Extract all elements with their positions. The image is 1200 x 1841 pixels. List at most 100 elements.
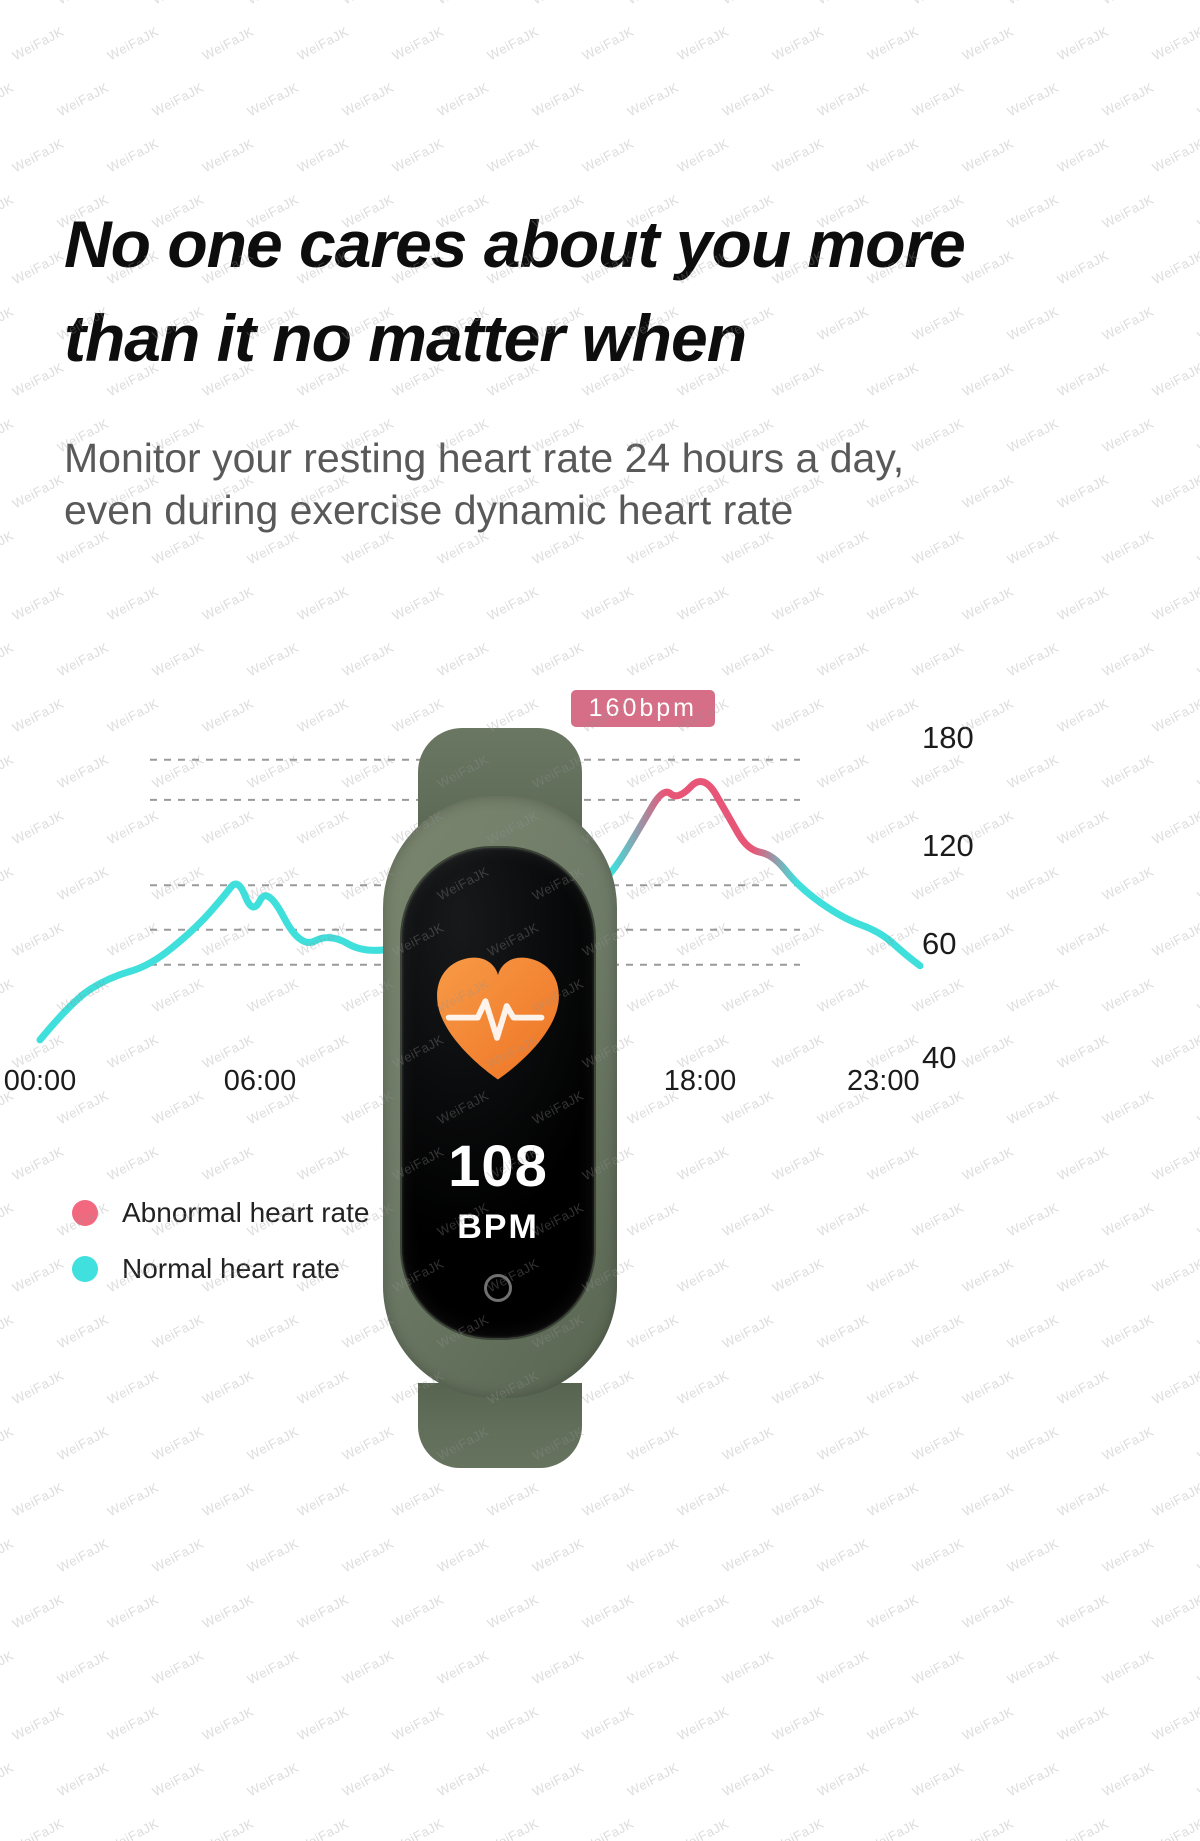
watermark-text: WeiFaJK <box>1099 79 1157 120</box>
watermark-text: WeiFaJK <box>1194 1423 1200 1464</box>
legend-label-abnormal: Abnormal heart rate <box>122 1197 370 1228</box>
watermark-text: WeiFaJK <box>199 23 257 64</box>
watermark-text: WeiFaJK <box>1054 919 1112 960</box>
watermark-text: WeiFaJK <box>814 1759 872 1800</box>
watermark-text: WeiFaJK <box>9 135 67 176</box>
watermark-text: WeiFaJK <box>244 639 302 680</box>
watermark-text: WeiFaJK <box>674 1815 732 1841</box>
watermark-text: WeiFaJK <box>9 1143 67 1184</box>
bpm-unit: BPM <box>457 1208 539 1246</box>
watermark-text: WeiFaJK <box>9 1591 67 1632</box>
watermark-text: WeiFaJK <box>814 1535 872 1576</box>
watermark-text: WeiFaJK <box>149 1535 207 1576</box>
watermark-text: WeiFaJK <box>1004 1087 1062 1128</box>
watermark-text: WeiFaJK <box>910 0 966 7</box>
watermark-text: WeiFaJK <box>9 1255 67 1296</box>
watermark-text: WeiFaJK <box>719 1759 777 1800</box>
watermark-text: WeiFaJK <box>149 1311 207 1352</box>
watermark-text: WeiFaJK <box>959 135 1017 176</box>
watermark-text: WeiFaJK <box>909 1423 967 1464</box>
watermark-text: WeiFaJK <box>864 135 922 176</box>
watermark-text: WeiFaJK <box>1194 1087 1200 1128</box>
headline-line-1: No one cares about you more <box>64 207 966 281</box>
watermark-text: WeiFaJK <box>719 639 777 680</box>
watermark-text: WeiFaJK <box>529 1535 587 1576</box>
watermark-text: WeiFaJK <box>959 1255 1017 1296</box>
peak-annotation: 160bpm <box>570 690 716 727</box>
watermark-text: WeiFaJK <box>1054 695 1112 736</box>
watermark-text: WeiFaJK <box>0 0 16 7</box>
watermark-text: WeiFaJK <box>814 1647 872 1688</box>
watermark-text: WeiFaJK <box>719 79 777 120</box>
watermark-text: WeiFaJK <box>434 1647 492 1688</box>
watermark-text: WeiFaJK <box>1149 1143 1200 1184</box>
watermark-text: WeiFaJK <box>1100 0 1156 7</box>
watermark-text: WeiFaJK <box>959 23 1017 64</box>
watermark-text: WeiFaJK <box>624 1535 682 1576</box>
watermark-text: WeiFaJK <box>769 1815 827 1841</box>
watermark-text: WeiFaJK <box>1054 1031 1112 1072</box>
watermark-text: WeiFaJK <box>1194 751 1200 792</box>
heart-icon <box>437 957 559 1080</box>
watermark-text: WeiFaJK <box>9 359 67 400</box>
watermark-text: WeiFaJK <box>1149 1031 1200 1072</box>
watermark-text: WeiFaJK <box>674 135 732 176</box>
watermark-text: WeiFaJK <box>529 1647 587 1688</box>
watermark-text: WeiFaJK <box>434 1535 492 1576</box>
watermark-text: WeiFaJK <box>244 1535 302 1576</box>
watermark-text: WeiFaJK <box>389 1591 447 1632</box>
watermark-text: WeiFaJK <box>1099 1423 1157 1464</box>
watermark-text: WeiFaJK <box>9 247 67 288</box>
watermark-text: WeiFaJK <box>1054 471 1112 512</box>
watermark-text: WeiFaJK <box>909 1199 967 1240</box>
watermark-text: WeiFaJK <box>909 527 967 568</box>
watermark-text: WeiFaJK <box>959 1591 1017 1632</box>
watermark-text: WeiFaJK <box>1099 1311 1157 1352</box>
watermark-text: WeiFaJK <box>199 1143 257 1184</box>
watermark-text: WeiFaJK <box>1054 135 1112 176</box>
watermark-text: WeiFaJK <box>1054 1703 1112 1744</box>
watermark-text: WeiFaJK <box>1004 1759 1062 1800</box>
watermark-text: WeiFaJK <box>1194 415 1200 456</box>
subheadline-line-1: Monitor your resting heart rate 24 hours… <box>64 435 905 481</box>
watermark-text: WeiFaJK <box>484 1703 542 1744</box>
watermark-text: WeiFaJK <box>0 1199 17 1240</box>
watermark-text: WeiFaJK <box>339 79 397 120</box>
watermark-text: WeiFaJK <box>389 1703 447 1744</box>
watermark-text: WeiFaJK <box>579 23 637 64</box>
watermark-text: WeiFaJK <box>1004 191 1062 232</box>
watermark-text: WeiFaJK <box>719 1535 777 1576</box>
watermark-text: WeiFaJK <box>1149 23 1200 64</box>
watermark-text: WeiFaJK <box>1194 639 1200 680</box>
watermark-text: WeiFaJK <box>1149 247 1200 288</box>
subheadline: Monitor your resting heart rate 24 hours… <box>64 432 904 536</box>
watermark-text: WeiFaJK <box>199 1703 257 1744</box>
watermark-text: WeiFaJK <box>674 1591 732 1632</box>
watermark-text: WeiFaJK <box>199 1367 257 1408</box>
watermark-text: WeiFaJK <box>1054 1143 1112 1184</box>
watermark-text: WeiFaJK <box>104 1815 162 1841</box>
watermark-text: WeiFaJK <box>1149 359 1200 400</box>
watermark-text: WeiFaJK <box>624 1199 682 1240</box>
watermark-text: WeiFaJK <box>1004 303 1062 344</box>
legend: Abnormal heart rate Normal heart rate <box>72 1196 369 1308</box>
watermark-text: WeiFaJK <box>484 1479 542 1520</box>
watermark-text: WeiFaJK <box>864 23 922 64</box>
watermark-text: WeiFaJK <box>959 359 1017 400</box>
watermark-text: WeiFaJK <box>389 583 447 624</box>
watermark-text: WeiFaJK <box>149 1759 207 1800</box>
watermark-text: WeiFaJK <box>244 1759 302 1800</box>
watermark-text: WeiFaJK <box>624 1311 682 1352</box>
watermark-text: WeiFaJK <box>959 1703 1017 1744</box>
watermark-text: WeiFaJK <box>579 1703 637 1744</box>
watermark-text: WeiFaJK <box>1099 751 1157 792</box>
watermark-text: WeiFaJK <box>719 1311 777 1352</box>
watermark-text: WeiFaJK <box>149 639 207 680</box>
watermark-text: WeiFaJK <box>1099 191 1157 232</box>
watermark-text: WeiFaJK <box>150 0 206 7</box>
watermark-text: WeiFaJK <box>1194 1199 1200 1240</box>
watermark-text: WeiFaJK <box>434 639 492 680</box>
watermark-text: WeiFaJK <box>959 1815 1017 1841</box>
watermark-text: WeiFaJK <box>674 1703 732 1744</box>
watermark-text: WeiFaJK <box>864 1255 922 1296</box>
